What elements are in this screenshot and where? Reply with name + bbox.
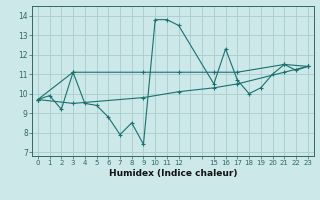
X-axis label: Humidex (Indice chaleur): Humidex (Indice chaleur) [108, 169, 237, 178]
